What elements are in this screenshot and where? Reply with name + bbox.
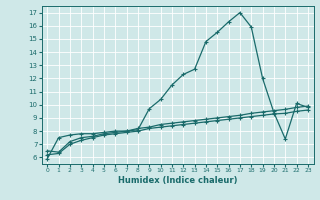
X-axis label: Humidex (Indice chaleur): Humidex (Indice chaleur)	[118, 176, 237, 185]
